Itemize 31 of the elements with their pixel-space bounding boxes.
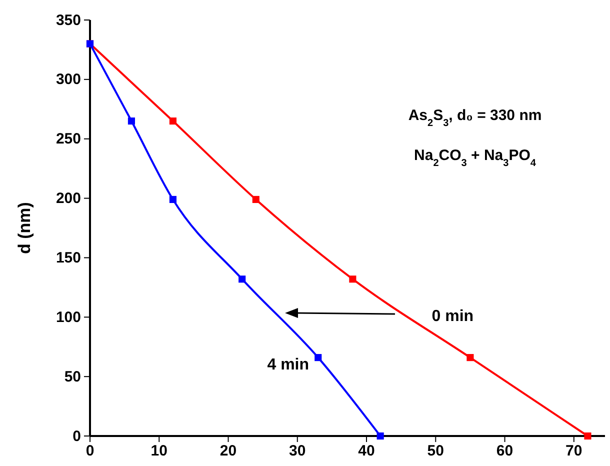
x-tick-label: 20 — [220, 442, 237, 460]
x-tick-label: 40 — [358, 442, 375, 460]
x-tick-label: 10 — [150, 442, 168, 460]
y-tick-label: 0 — [72, 428, 81, 445]
point — [169, 117, 176, 125]
x-tick-label: 70 — [566, 442, 582, 460]
y-tick-label: 150 — [56, 250, 81, 267]
point — [466, 354, 474, 362]
y-tick-label: 300 — [56, 71, 81, 88]
point — [238, 276, 246, 283]
x-tick-label: 50 — [427, 442, 444, 460]
x-tick-label: 60 — [496, 442, 514, 460]
series-label: 4 min — [267, 356, 310, 374]
annotation: As$_{2}$S$_{3}$, d₀ = 330 nm — [408, 107, 542, 128]
point — [584, 432, 592, 440]
point — [376, 432, 384, 440]
annotation: Na$_{2}$CO$_{3}$ + Na$_{3}$PO$_{4}$ — [414, 147, 536, 168]
x-tick-label: 0 — [86, 442, 94, 460]
point — [128, 117, 136, 125]
point — [252, 196, 260, 204]
y-tick-label: 50 — [64, 368, 81, 386]
x-tick-label: 30 — [289, 442, 306, 460]
point — [169, 196, 176, 204]
point — [349, 276, 356, 283]
y-tick-label: 350 — [56, 12, 81, 29]
y-tick-label: 250 — [56, 130, 81, 148]
y-axis-title: d (nm) — [15, 202, 34, 254]
y-tick-label: 100 — [56, 308, 81, 326]
series-label: 0 min — [432, 308, 474, 326]
point — [314, 354, 322, 362]
y-tick-label: 200 — [56, 190, 81, 208]
